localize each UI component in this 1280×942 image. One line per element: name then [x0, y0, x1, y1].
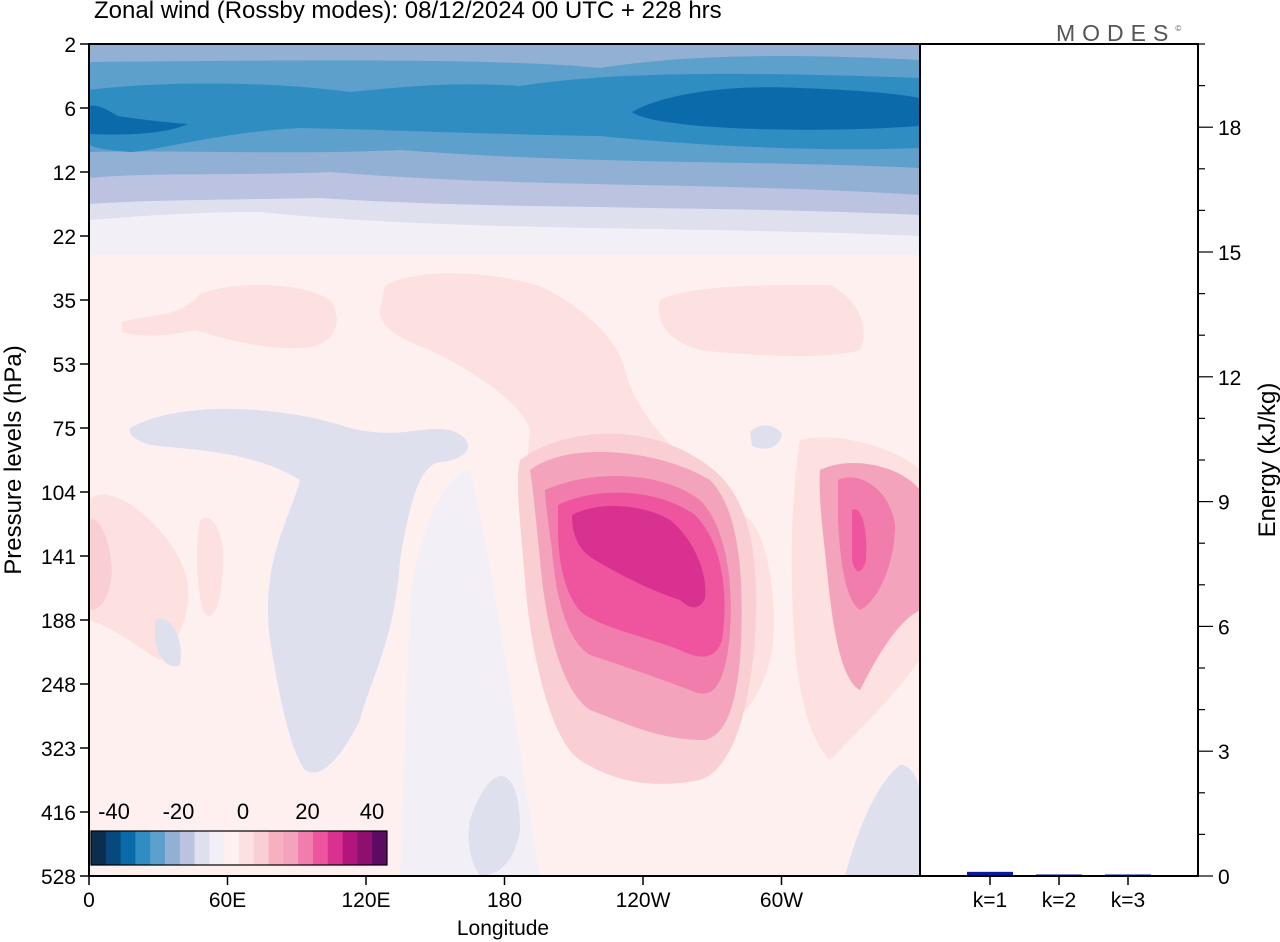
x-tick-label: 120W	[616, 889, 671, 912]
energy-tick-label: 18	[1218, 117, 1241, 140]
colorbar-swatch	[253, 831, 270, 865]
y-tick-label: 248	[41, 674, 76, 697]
y-tick-label: 2	[64, 34, 76, 57]
colorbar-swatch	[313, 831, 329, 865]
x-axis-label: Longitude	[457, 917, 549, 940]
bar-category-label: k=1	[973, 889, 1007, 912]
y-tick-label: 528	[41, 866, 76, 889]
x-tick-label: 120E	[341, 889, 390, 912]
y-tick-label: 104	[41, 482, 76, 505]
colorbar-swatch	[165, 831, 181, 865]
y-axis: 2 6 12 22 35 53 75 104 141 188 248 323 416 528	[41, 34, 89, 889]
energy-tick-label: 6	[1218, 616, 1230, 639]
y-tick-label: 6	[64, 98, 76, 121]
colorbar-swatch	[194, 831, 210, 865]
x-tick-label: 60E	[209, 889, 246, 912]
energy-panel-frame	[919, 43, 1199, 877]
y-tick-label: 22	[53, 226, 76, 249]
y-tick-label: 12	[53, 162, 76, 185]
bar-categories: k=1 k=2 k=3	[973, 876, 1145, 912]
colorbar-swatch	[120, 831, 136, 865]
energy-tick-label: 3	[1218, 741, 1230, 764]
colorbar-swatch	[239, 831, 255, 865]
modes-logo: MODES©	[1056, 20, 1182, 46]
y-tick-label: 35	[53, 290, 76, 313]
colorbar-swatch	[327, 831, 344, 865]
colorbar-swatch	[298, 831, 314, 865]
energy-tick-label: 15	[1218, 242, 1241, 265]
colorbar-swatch	[342, 831, 358, 865]
colorbar: -40 -20 0 20 40	[90, 799, 388, 866]
energy-tick-label: 0	[1218, 866, 1230, 889]
colorbar-swatch	[224, 831, 240, 865]
x-axis: 0 60E 120E 180 120W 60W	[83, 876, 803, 912]
x-tick-label: 0	[83, 889, 95, 912]
colorbar-label: 20	[295, 799, 319, 824]
colorbar-swatch	[91, 831, 107, 865]
colorbar-label: 0	[237, 799, 249, 824]
energy-bar	[967, 871, 1013, 876]
colorbar-swatch	[357, 831, 373, 865]
colorbar-swatch	[179, 831, 196, 865]
energy-tick-label: 12	[1218, 367, 1241, 390]
y-tick-label: 188	[41, 610, 76, 633]
colorbar-label: 40	[360, 799, 384, 824]
zonal-wind-contours	[89, 44, 920, 876]
bar-category-label: k=2	[1042, 889, 1076, 912]
colorbar-label: -40	[98, 799, 130, 824]
chart-title: Zonal wind (Rossby modes): 08/12/2024 00…	[94, 0, 722, 24]
colorbar-label: -20	[163, 799, 195, 824]
colorbar-swatch	[209, 831, 225, 865]
energy-tick-label: 9	[1218, 492, 1230, 515]
colorbar-swatch	[105, 831, 122, 865]
y-tick-label: 416	[41, 802, 76, 825]
colorbar-swatch	[283, 831, 299, 865]
x-tick-label: 60W	[760, 889, 803, 912]
energy-axis: 0 3 6 9 12 15 18	[1198, 43, 1241, 889]
colorbar-swatch	[372, 831, 388, 865]
y-tick-label: 53	[53, 354, 76, 377]
y-axis-label: Pressure levels (hPa)	[0, 345, 27, 574]
bar-category-label: k=3	[1111, 889, 1145, 912]
colorbar-swatch	[268, 831, 284, 865]
y-tick-label: 323	[41, 738, 76, 761]
colorbar-swatch	[135, 831, 151, 865]
x-tick-label: 180	[487, 889, 522, 912]
y-tick-label: 75	[53, 418, 76, 441]
y-tick-label: 141	[41, 546, 76, 569]
colorbar-swatch	[150, 831, 166, 865]
energy-axis-label: Energy (kJ/kg)	[1254, 383, 1280, 538]
